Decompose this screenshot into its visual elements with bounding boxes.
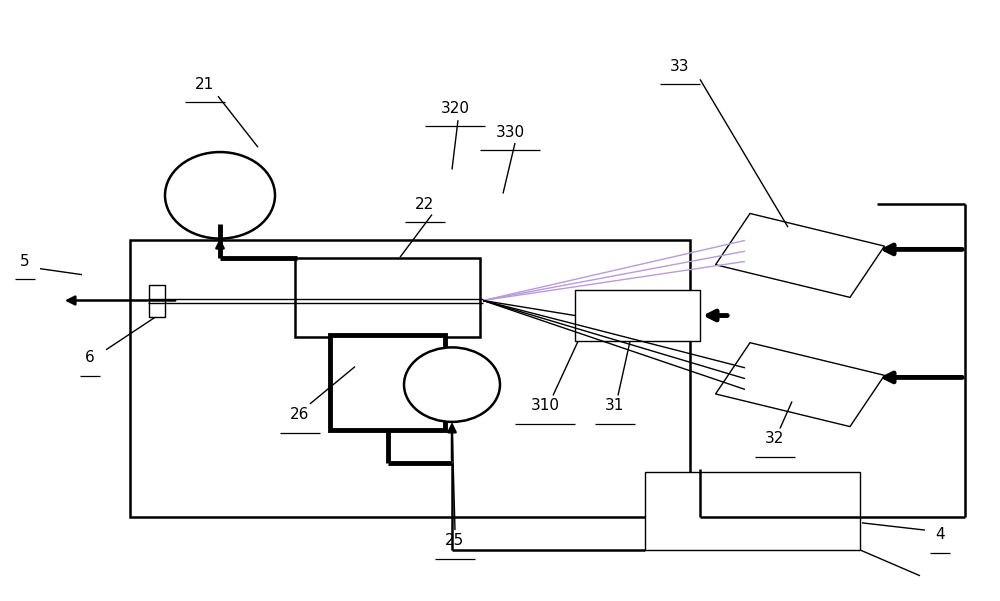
Bar	[130, 240, 690, 517]
Text: 32: 32	[765, 432, 785, 446]
Text: 330: 330	[495, 125, 525, 139]
Text: 31: 31	[605, 398, 625, 413]
Text: 33: 33	[670, 59, 690, 73]
Text: 22: 22	[415, 197, 435, 212]
Ellipse shape	[165, 152, 275, 239]
Text: 26: 26	[290, 407, 310, 422]
Text: 5: 5	[20, 254, 30, 269]
Bar	[149, 285, 165, 317]
Ellipse shape	[404, 347, 500, 422]
Bar	[716, 213, 884, 297]
Bar	[295, 258, 480, 337]
Text: 6: 6	[85, 350, 95, 365]
Bar	[575, 290, 700, 341]
Text: 21: 21	[195, 77, 215, 91]
Text: 310: 310	[530, 398, 560, 413]
Text: 4: 4	[935, 528, 945, 542]
Bar	[330, 335, 445, 430]
Text: 25: 25	[445, 534, 465, 548]
Text: 320: 320	[440, 101, 470, 115]
Bar	[716, 343, 884, 427]
Bar	[645, 472, 860, 550]
